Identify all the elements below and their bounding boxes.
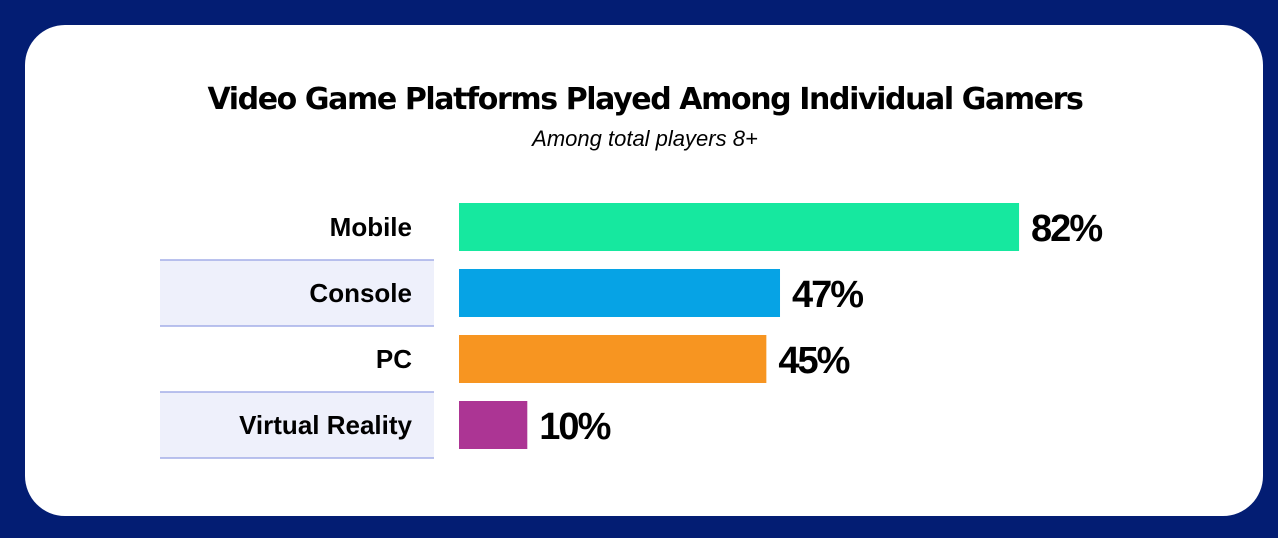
chart-subtitle: Among total players 8+ bbox=[532, 126, 758, 151]
bar bbox=[459, 203, 1020, 251]
category-label: Console bbox=[309, 278, 412, 308]
bar bbox=[459, 401, 528, 449]
category-label: PC bbox=[376, 344, 412, 374]
row-shade bbox=[160, 260, 434, 326]
value-label: 10% bbox=[539, 406, 610, 448]
value-label: 47% bbox=[792, 274, 863, 316]
chart-title: Video Game Platforms Played Among Indivi… bbox=[207, 82, 1083, 117]
category-label: Virtual Reality bbox=[239, 410, 412, 440]
bar bbox=[459, 269, 781, 317]
category-label: Mobile bbox=[330, 212, 412, 242]
value-label: 82% bbox=[1031, 208, 1102, 250]
value-label: 45% bbox=[778, 340, 849, 382]
row-shade bbox=[160, 392, 434, 458]
bar bbox=[459, 335, 767, 383]
